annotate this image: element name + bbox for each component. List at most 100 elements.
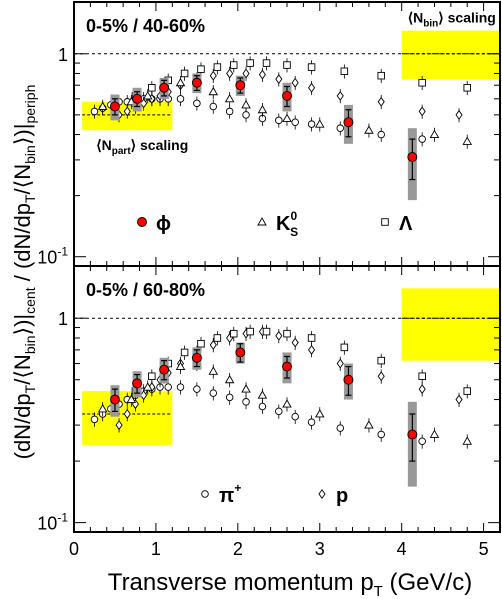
k0s-point	[282, 399, 292, 408]
pion-point	[176, 95, 185, 103]
k0s-point	[429, 129, 440, 138]
proton-point	[418, 384, 426, 395]
lambda-point	[418, 372, 426, 381]
y-tick-label: 1	[58, 45, 68, 65]
y-axis-label: (dN/dpT/⟨Nbin⟩)|cent / (dN/dpT/⟨Nbin⟩)|p…	[10, 85, 38, 460]
k0s-point	[429, 429, 440, 438]
phi-point	[110, 101, 120, 112]
pion-point	[225, 393, 234, 402]
legend-label-text: K	[276, 213, 291, 235]
legend-label-sub: S	[290, 225, 298, 239]
k0s-point	[175, 77, 186, 87]
proton-point	[455, 394, 463, 405]
k0s-point	[224, 374, 235, 384]
phi-point	[282, 361, 292, 372]
k0s-point	[314, 409, 325, 418]
legend-label-text: ϕ	[156, 213, 171, 235]
proton-point	[209, 70, 217, 81]
lambda-point	[213, 334, 222, 342]
lambda-point	[229, 61, 238, 69]
y-label-part1: (dN/dp	[10, 393, 35, 459]
legend-label-text: Λ	[399, 213, 413, 235]
pion-point	[258, 402, 267, 411]
proton-point	[123, 106, 131, 117]
legend-label-k0s: K0 S	[276, 209, 298, 239]
lambda-point	[307, 334, 316, 342]
proton-point	[377, 96, 385, 107]
phi-point	[343, 374, 354, 385]
lambda-point	[340, 343, 349, 352]
scaling-label-sub: bin	[423, 19, 438, 30]
scaling-label-main: ⟨N	[408, 10, 424, 26]
pion-point	[336, 124, 345, 132]
k0s-point	[97, 101, 108, 110]
x-axis-label-sub: T	[374, 583, 383, 599]
proton-point	[291, 77, 299, 88]
pion-point	[242, 111, 250, 119]
legend-label-sup: 0	[290, 209, 297, 223]
legend-label-lambda: Λ	[399, 213, 413, 235]
y-tick-label: 1	[58, 309, 68, 329]
proton-point	[275, 74, 283, 85]
scaling-label: ⟨Nbin⟩ scaling	[408, 10, 496, 30]
pion-point	[275, 116, 283, 125]
lambda-point	[307, 63, 316, 71]
y-label-sub2: bin	[22, 335, 38, 354]
phi-point	[110, 394, 120, 405]
y-label-part4: / (dN/dp	[10, 203, 35, 287]
panel-title: 0-5% / 60-80%	[86, 280, 205, 300]
k0s-point	[224, 93, 235, 103]
proton-point	[140, 98, 148, 109]
legend-marker-phi	[137, 217, 147, 227]
legend-label-proton: p	[336, 485, 348, 507]
legend-marker-proton	[318, 489, 326, 499]
y-tick-label: 10-1	[37, 511, 68, 534]
pion-point	[336, 424, 345, 432]
k0s-point	[364, 420, 374, 429]
y-tick-label-exp: -1	[57, 511, 68, 525]
x-axis-label-main: Transverse momentum p	[108, 569, 374, 596]
x-tick-labels: 0 1 2 3 4 5	[69, 539, 489, 559]
scaling-label-sub: part	[112, 146, 132, 157]
k0s-point	[208, 366, 219, 375]
proton-point	[308, 344, 316, 355]
phi-point	[235, 80, 246, 91]
pion-point	[377, 130, 385, 139]
proton-point	[242, 68, 250, 79]
legend-label-sup: +	[234, 481, 241, 495]
pion-point	[209, 102, 218, 111]
y-tick-label-exp: -1	[57, 245, 68, 259]
x-tick-label: 5	[479, 539, 489, 559]
proton-point	[377, 371, 385, 382]
k0s-point	[257, 390, 268, 399]
lambda-point	[262, 59, 271, 67]
pion-point	[418, 437, 426, 446]
y-label-part5: /⟨N	[10, 164, 35, 195]
lambda-point	[283, 329, 291, 338]
y-label-sub4: T	[22, 194, 38, 203]
proton-point	[258, 69, 266, 80]
lambda-point	[180, 348, 189, 357]
bottom-panel: 1 10-1 0-5% / 60-80% π+ p	[37, 265, 501, 534]
x-tick-label: 2	[233, 539, 243, 559]
y-tick-label: 10-1	[37, 245, 68, 268]
pion-point	[275, 407, 283, 416]
k0s-point	[462, 136, 473, 145]
pion-point	[90, 107, 99, 116]
proton-point	[209, 339, 217, 350]
lambda-point	[418, 78, 426, 87]
lambda-point	[463, 387, 471, 395]
proton-point	[336, 90, 344, 101]
pion-point	[377, 430, 385, 439]
pion-point	[225, 107, 234, 116]
phi-point	[407, 429, 418, 440]
y-label-sub3: cent	[22, 287, 38, 314]
scaling-label-end: ⟩ scaling	[131, 137, 189, 153]
phi-point	[191, 77, 202, 88]
lambda-point	[229, 329, 238, 338]
phi-point	[132, 378, 143, 389]
proton-point	[291, 337, 299, 348]
k0s-point	[142, 382, 153, 391]
y-label-part6: ⟩)|	[10, 124, 35, 146]
